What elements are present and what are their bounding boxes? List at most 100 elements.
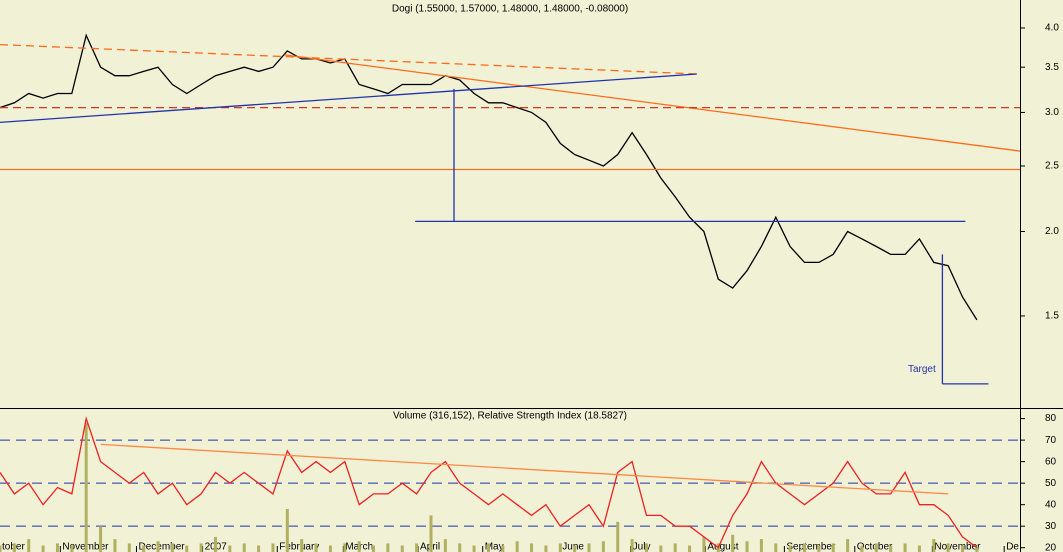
- volume-bar: [573, 545, 577, 552]
- x-tick-label: September: [786, 542, 836, 552]
- volume-bar: [242, 543, 246, 552]
- volume-bar: [156, 541, 160, 552]
- volume-bar: [630, 539, 634, 552]
- volume-bar: [142, 545, 146, 552]
- volume-bar: [27, 539, 31, 552]
- volume-bar: [113, 539, 117, 552]
- y-tick-label: 60: [1045, 456, 1057, 467]
- x-tick-label: July: [633, 542, 651, 552]
- y-tick-label: 1.5: [1045, 311, 1059, 322]
- volume-bar: [99, 526, 103, 552]
- volume-bar: [659, 545, 663, 552]
- volume-bar: [55, 543, 59, 552]
- y-tick-label: 50: [1045, 478, 1057, 489]
- volume-bar: [831, 543, 835, 552]
- volume-bar: [515, 541, 519, 552]
- volume-bar: [357, 541, 361, 552]
- volume-bar: [601, 541, 605, 552]
- volume-bar: [946, 543, 950, 552]
- volume-bar: [199, 543, 203, 552]
- series-line: [0, 416, 978, 549]
- volume-bar: [228, 545, 232, 552]
- volume-bar: [0, 545, 2, 552]
- volume-bar: [386, 543, 390, 552]
- volume-bar: [314, 543, 318, 552]
- volume-bar: [731, 534, 735, 552]
- volume-bar: [84, 422, 88, 552]
- x-tick-label: December: [138, 542, 185, 552]
- volume-bar: [70, 545, 74, 552]
- volume-bar: [501, 545, 505, 552]
- x-tick-label: November: [934, 542, 981, 552]
- volume-bar: [185, 545, 189, 552]
- volume-bar: [285, 508, 289, 552]
- volume-bar: [788, 545, 792, 552]
- y-tick-label: 3.5: [1045, 62, 1059, 73]
- volume-bar: [213, 536, 217, 552]
- volume-bar: [961, 545, 965, 552]
- x-tick-label: August: [707, 542, 738, 552]
- volume-bar: [472, 545, 476, 552]
- volume-bar: [889, 545, 893, 552]
- volume-bar: [702, 536, 706, 552]
- volume-bar: [544, 545, 548, 552]
- volume-bar: [874, 543, 878, 552]
- volume-bar: [12, 543, 16, 552]
- volume-bar: [774, 543, 778, 552]
- volume-bar: [486, 543, 490, 552]
- volume-bar: [558, 543, 562, 552]
- y-tick-label: 3.0: [1045, 107, 1059, 118]
- x-tick-label: De: [1006, 542, 1019, 552]
- y-tick-label: 80: [1045, 413, 1057, 424]
- volume-bar: [688, 545, 692, 552]
- series-line: [100, 443, 949, 495]
- volume-bar: [41, 545, 45, 552]
- indicator-title: Volume (316,152), Relative Strength Inde…: [393, 411, 627, 422]
- volume-bar: [170, 543, 174, 552]
- annotation: Target: [908, 364, 936, 375]
- y-tick-label: 30: [1045, 521, 1057, 532]
- y-tick-label: 2.0: [1045, 226, 1059, 237]
- volume-bar: [903, 543, 907, 552]
- volume-bar: [443, 539, 447, 552]
- y-tick-label: 70: [1045, 435, 1057, 446]
- volume-bar: [530, 543, 534, 552]
- volume-bar: [616, 521, 620, 552]
- volume-bar: [127, 543, 131, 552]
- volume-bar: [458, 543, 462, 552]
- volume-bar: [817, 545, 821, 552]
- volume-bar: [644, 543, 648, 552]
- series-line: [0, 73, 697, 124]
- x-tick-label: May: [485, 542, 504, 552]
- x-tick-label: February: [279, 542, 319, 552]
- volume-bar: [429, 515, 433, 552]
- volume-bar: [372, 545, 376, 552]
- volume-bar: [271, 543, 275, 552]
- volume-bar: [400, 545, 404, 552]
- volume-bar: [745, 541, 749, 552]
- volume-bar: [860, 545, 864, 552]
- volume-bar: [673, 543, 677, 552]
- volume-bar: [257, 545, 261, 552]
- volume-bar: [300, 539, 304, 552]
- y-tick-label: 40: [1045, 499, 1057, 510]
- volume-bar: [759, 539, 763, 552]
- volume-bar: [343, 543, 347, 552]
- series-line: [284, 54, 1021, 152]
- y-tick-label: 4.0: [1045, 23, 1059, 34]
- y-tick-label: 20: [1045, 542, 1057, 552]
- y-tick-label: 2.5: [1045, 161, 1059, 172]
- volume-bar: [415, 543, 419, 552]
- volume-bar: [587, 543, 591, 552]
- volume-bar: [846, 539, 850, 552]
- volume-bar: [803, 543, 807, 552]
- series-line: [0, 33, 978, 321]
- volume-bar: [932, 539, 936, 552]
- volume-bar: [328, 545, 332, 552]
- price-title: Dogi (1.55000, 1.57000, 1.48000, 1.48000…: [392, 4, 628, 15]
- volume-bar: [975, 547, 979, 552]
- volume-bar: [917, 545, 921, 552]
